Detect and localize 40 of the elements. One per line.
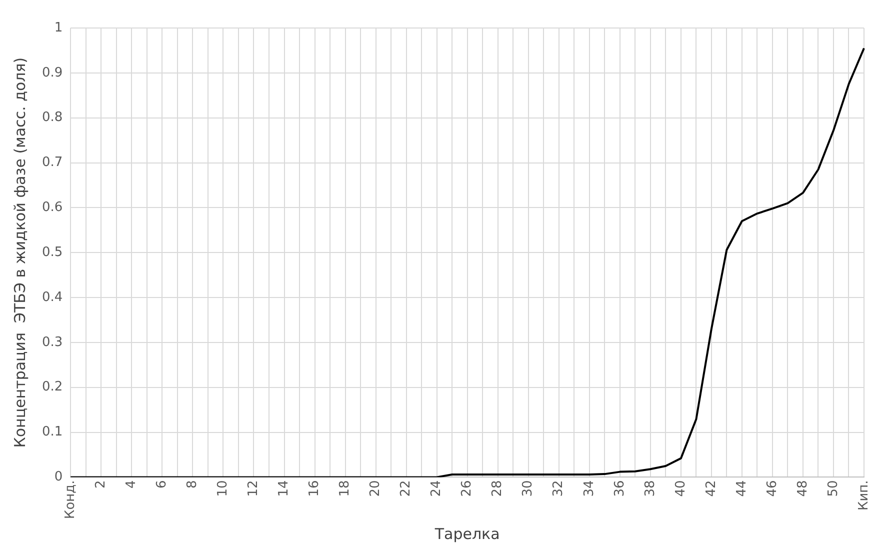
y-tick-label: 0 — [54, 470, 63, 485]
y-tick-label: 0.2 — [42, 380, 63, 395]
x-tick-label: 16 — [307, 480, 322, 497]
y-tick-label: 0.4 — [42, 290, 63, 305]
y-tick-label: 0.8 — [42, 110, 63, 126]
y-tick-label: 0.3 — [42, 334, 63, 350]
x-tick-label: 22 — [398, 480, 414, 497]
x-tick-label: Конд. — [63, 480, 78, 520]
x-tick-label: 26 — [460, 480, 475, 497]
y-tick-label: 0.5 — [42, 244, 63, 260]
x-tick-label: Кип. — [856, 480, 872, 511]
x-tick-label: 36 — [612, 480, 628, 497]
x-tick-label: 2 — [94, 480, 109, 488]
x-tick-label: 6 — [154, 480, 170, 488]
y-tick-label: 0.6 — [42, 200, 63, 216]
x-tick-label: 30 — [520, 480, 536, 497]
x-tick-label: 12 — [246, 480, 262, 497]
y-tick-label: 0.7 — [42, 155, 63, 170]
x-tick-label: 48 — [795, 480, 810, 497]
x-tick-label: 28 — [490, 480, 506, 497]
x-tick-label: 50 — [826, 480, 841, 497]
x-tick-label: 34 — [582, 480, 597, 497]
x-tick-label: 38 — [642, 480, 658, 497]
x-tick-label: 18 — [338, 480, 353, 497]
x-tick-label: 4 — [124, 480, 140, 488]
x-tick-label: 44 — [734, 480, 750, 497]
y-axis-title: Концентрация ЭТБЭ в жидкой фазе (масс. доля) — [10, 57, 29, 448]
x-tick-label: 10 — [216, 480, 231, 497]
x-axis-title: Тарелка — [434, 524, 500, 543]
x-tick-label: 8 — [185, 480, 200, 488]
y-tick-label: 1 — [54, 20, 63, 36]
x-tick-label: 42 — [704, 480, 719, 497]
x-tick-label: 32 — [551, 480, 566, 497]
y-tick-label: 0.9 — [42, 65, 63, 80]
x-tick-label: 24 — [429, 480, 444, 497]
x-tick-label: 46 — [764, 480, 780, 497]
x-tick-label: 20 — [368, 480, 384, 497]
y-tick-label: 0.1 — [42, 424, 63, 440]
x-tick-label: 40 — [673, 480, 688, 497]
x-tick-label: 14 — [276, 480, 292, 497]
